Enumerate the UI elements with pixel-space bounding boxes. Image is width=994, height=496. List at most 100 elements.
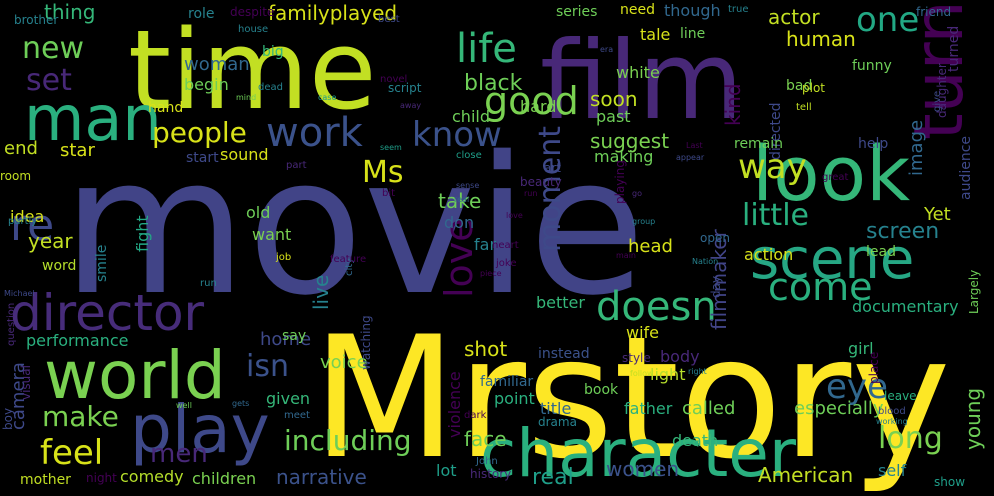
cloud-word: beauty [520, 175, 562, 189]
cloud-word: well [176, 401, 192, 410]
cloud-word: city [344, 258, 355, 276]
cloud-word: fight [133, 215, 152, 252]
cloud-word: look [752, 129, 910, 218]
cloud-word: take [438, 189, 481, 213]
cloud-word: face [464, 427, 507, 451]
cloud-word: word [42, 258, 76, 274]
cloud-word: voice [320, 352, 368, 373]
cloud-word: called [682, 398, 735, 419]
cloud-word: director [10, 284, 205, 342]
cloud-word: real [454, 195, 469, 204]
cloud-word: show [934, 475, 965, 489]
cloud-word: lot [436, 461, 457, 480]
cloud-word: question [6, 303, 17, 346]
cloud-word: shot [464, 337, 507, 361]
cloud-word: style [622, 351, 651, 365]
cloud-word: good [484, 79, 579, 123]
cloud-word: feature [330, 254, 366, 265]
cloud-word: wife [626, 323, 659, 342]
cloud-word: case [318, 93, 336, 102]
cloud-word: gets [232, 399, 249, 408]
cloud-word: visual [19, 365, 33, 400]
cloud-word: feel [40, 433, 103, 473]
cloud-word: filmmaker [707, 228, 731, 330]
cloud-word: Mrstory [312, 300, 951, 496]
cloud-word: give [932, 91, 943, 112]
cloud-word: make [42, 400, 119, 433]
cloud-word: better [536, 293, 585, 312]
cloud-word: suggest [590, 129, 669, 153]
cloud-word: white [616, 63, 660, 82]
cloud-word: title [540, 399, 571, 418]
cloud-word: character [480, 415, 797, 492]
cloud-word: go [632, 189, 642, 198]
cloud-word: love [506, 211, 523, 220]
cloud-word: script [388, 81, 422, 95]
cloud-word: Last [686, 141, 703, 150]
cloud-word: blood [878, 406, 906, 417]
cloud-word: begin [184, 75, 229, 94]
cloud-word: bad [786, 78, 812, 94]
cloud-word: including [284, 424, 412, 457]
cloud-word: instead [538, 346, 590, 362]
cloud-word: dead [258, 82, 283, 93]
cloud-word: children [192, 469, 256, 488]
cloud-word: run [200, 278, 217, 289]
cloud-word: seem [380, 143, 402, 152]
cloud-word: young [961, 388, 985, 450]
cloud-word: year [28, 229, 73, 253]
cloud-word: re [10, 200, 54, 251]
cloud-word: documentary [852, 297, 959, 316]
cloud-word: light [650, 365, 685, 384]
cloud-word: Michael [4, 289, 35, 298]
cloud-word: heart [492, 240, 519, 251]
cloud-word: part [286, 160, 307, 171]
cloud-word: Largely [967, 270, 981, 314]
cloud-word: night [86, 471, 117, 485]
cloud-word: one [856, 0, 919, 40]
cloud-word: set [26, 63, 72, 98]
cloud-word: world [44, 337, 226, 414]
cloud-word: say [282, 328, 306, 344]
cloud-word: come [768, 265, 873, 309]
cloud-word: funny [852, 58, 892, 74]
cloud-word: father [624, 399, 673, 418]
cloud-word: tale [640, 25, 670, 44]
cloud-word: era [600, 45, 613, 54]
cloud-word: audience [958, 136, 974, 200]
cloud-word: lead [866, 244, 896, 260]
cloud-word: screen [866, 219, 939, 244]
cloud-word: best [378, 14, 400, 25]
cloud-word: real [532, 465, 574, 490]
cloud-word: image [906, 120, 927, 176]
cloud-word: girl [848, 339, 874, 358]
cloud-word: isn [246, 349, 289, 384]
cloud-word: line [680, 26, 705, 42]
cloud-word: room [0, 169, 31, 183]
cloud-word: book [584, 382, 619, 398]
cloud-word: given [266, 389, 310, 408]
cloud-word: past [596, 107, 631, 126]
cloud-word: despite [230, 5, 274, 19]
cloud-word: tell [796, 102, 812, 113]
cloud-word: body [660, 347, 700, 366]
cloud-word: sense [456, 181, 479, 190]
cloud-word: life [456, 26, 517, 72]
cloud-word: know [412, 115, 502, 155]
cloud-word: right [688, 367, 707, 376]
cloud-word: death [672, 431, 718, 450]
cloud-word: movie [62, 116, 645, 337]
cloud-word: narrative [276, 465, 367, 489]
cloud-word: performance [26, 331, 128, 350]
cloud-word: drama [538, 415, 577, 429]
cloud-word: help [858, 136, 888, 152]
cloud-word: close [456, 150, 482, 161]
cloud-word: piece [480, 269, 502, 278]
cloud-word: mind [236, 93, 256, 102]
cloud-word: working [876, 417, 908, 426]
cloud-word: joke [495, 258, 516, 269]
cloud-word: plot [802, 81, 825, 95]
cloud-word: play [130, 391, 270, 468]
cloud-word: men [150, 439, 208, 469]
